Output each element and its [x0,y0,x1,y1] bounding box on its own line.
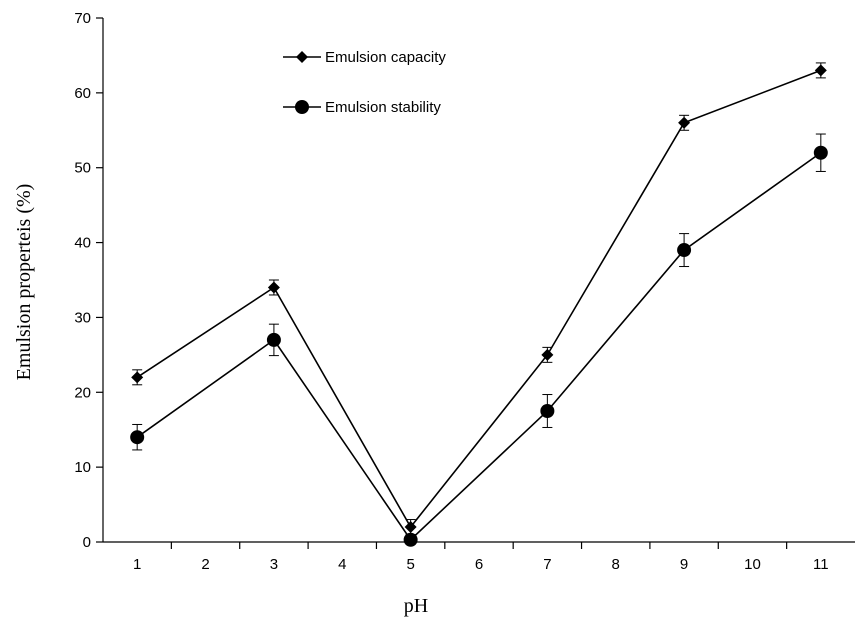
data-point-marker [813,145,828,160]
y-tick-label: 30 [74,309,91,326]
x-tick-label: 9 [680,556,688,573]
y-axis-title: Emulsion properteis (%) [13,184,35,381]
y-tick-label: 0 [83,534,91,551]
x-tick-label: 8 [612,556,620,573]
data-point-marker [131,371,144,384]
legend-marker [295,100,309,114]
y-tick-label: 20 [74,384,91,401]
legend: Emulsion capacity Emulsion stability [283,49,446,116]
data-point-marker [266,332,281,347]
series-2 [130,133,828,547]
series-1 [131,62,827,536]
y-tick-label: 10 [74,459,91,476]
data-point-marker [404,521,417,534]
x-tick-label: 4 [338,556,346,573]
x-tick-label: 7 [543,556,551,573]
y-tick-label: 50 [74,160,91,177]
legend-label: Emulsion stability [325,99,441,116]
data-point-marker [130,430,145,445]
y-tick-label: 70 [74,10,91,27]
data-point-marker [677,243,692,258]
y-tick-label: 40 [74,235,91,252]
x-tick-label: 1 [133,556,141,573]
x-tick-label: 2 [201,556,209,573]
data-point-marker [541,348,554,361]
x-tick-label: 6 [475,556,483,573]
x-tick-label: 5 [406,556,414,573]
data-point-marker [403,532,418,547]
x-tick-label: 3 [270,556,278,573]
legend-marker [296,51,308,63]
data-point-marker [540,404,555,418]
axes: 0 10 20 30 40 50 60 70 1 2 3 4 5 6 7 8 9 10 11 [74,10,855,573]
x-tick-label: 10 [744,556,761,573]
data-point-marker [814,64,827,77]
data-point-marker [267,281,280,294]
legend-item: Emulsion capacity [283,49,446,66]
legend-item: Emulsion stability [283,99,441,116]
series-line [136,152,822,541]
x-axis-title: pH [404,595,428,617]
legend-label: Emulsion capacity [325,49,446,66]
series-line [136,69,822,529]
y-tick-label: 60 [74,85,91,102]
x-tick-label: 11 [813,556,829,573]
data-point-marker [678,116,691,129]
series-layer [130,62,828,547]
